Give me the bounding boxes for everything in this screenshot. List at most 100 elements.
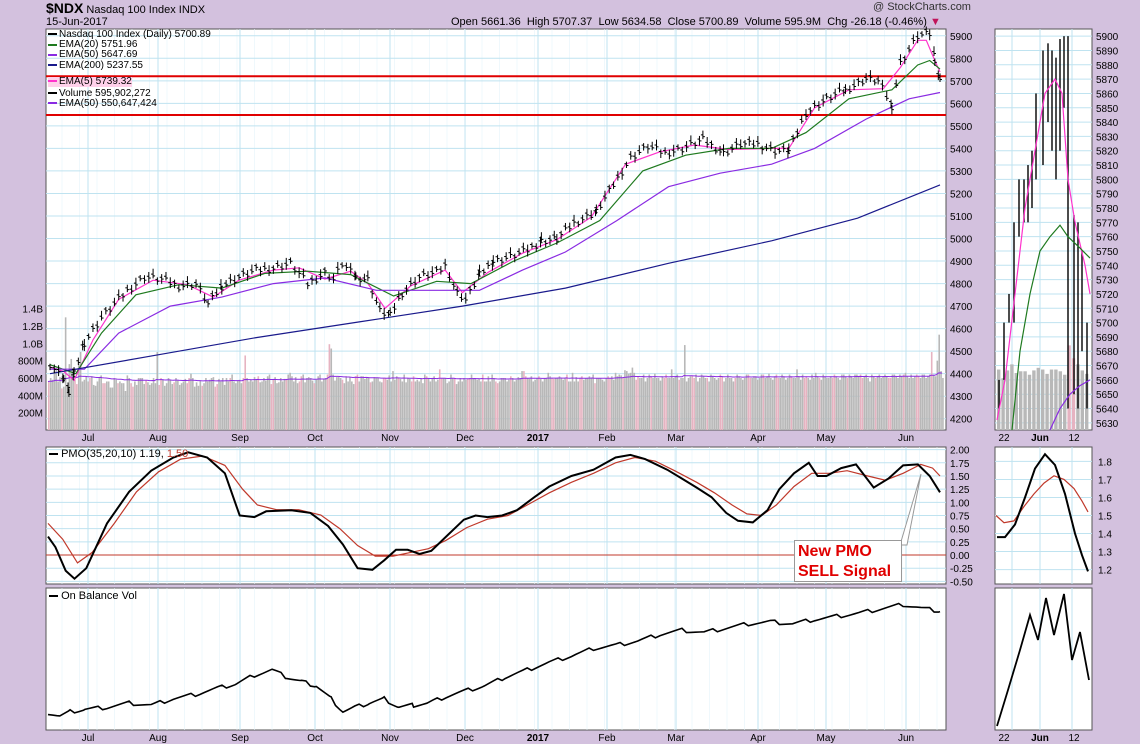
volume-bar <box>352 384 355 430</box>
volume-bar <box>489 381 492 430</box>
volume-bar <box>91 376 93 430</box>
volume-bar <box>264 380 267 430</box>
volume-bar <box>326 374 329 430</box>
zoom-y-tick-label: 5670 <box>1096 362 1119 373</box>
volume-bar <box>927 376 929 430</box>
volume-bar <box>669 378 671 430</box>
volume-bar <box>94 385 97 430</box>
series-line-ema200 <box>49 184 941 375</box>
volume-bar <box>184 378 187 430</box>
zoom-pmo-y-tick-label: 1.8 <box>1098 457 1112 468</box>
volume-bar <box>614 372 617 430</box>
y-tick-label: 5700 <box>950 77 973 88</box>
volume-bar <box>541 381 544 430</box>
volume-y-tick-label: 1.0B <box>22 339 43 350</box>
volume-bar <box>96 381 99 430</box>
volume-bar <box>626 371 628 430</box>
volume-bar <box>59 377 61 430</box>
volume-bar <box>171 384 174 430</box>
volume-bar <box>607 376 609 430</box>
volume-bar <box>655 378 658 430</box>
pmo-sell-annotation: New PMO SELL Signal <box>794 540 902 582</box>
volume-bar <box>246 378 248 430</box>
x-tick-label: Aug <box>149 733 167 744</box>
obv-legend-swatch <box>49 595 58 598</box>
volume-bar <box>801 374 804 430</box>
volume-bar <box>446 383 449 430</box>
volume-bar <box>476 379 478 430</box>
volume-bar <box>480 381 482 430</box>
volume-bar <box>192 378 194 430</box>
volume-bar <box>582 379 585 430</box>
volume-bar <box>274 377 276 430</box>
volume-bar <box>132 386 134 430</box>
volume-bar <box>453 378 456 430</box>
volume-bar <box>719 374 722 430</box>
volume-bar <box>85 376 88 430</box>
volume-bar <box>483 381 486 430</box>
volume-bar <box>81 381 84 430</box>
series-line-pmo <box>47 451 941 581</box>
volume-bar <box>474 378 477 430</box>
volume-bar <box>117 383 119 430</box>
volume-bar <box>502 378 505 430</box>
zoom-y-tick-label: 5830 <box>1096 132 1119 143</box>
zoom-x-tick-label: Jun <box>1031 733 1049 744</box>
zoom-y-tick-label: 5720 <box>1096 290 1119 301</box>
ohlc-bar-icon <box>48 33 57 36</box>
volume-bar <box>100 375 102 430</box>
volume-bar <box>337 377 340 430</box>
volume-bar <box>887 378 890 430</box>
volume-bar <box>259 382 261 430</box>
volume-bar <box>822 374 825 430</box>
zoom-series-line-ema20 <box>1011 224 1091 431</box>
volume-bar <box>158 384 160 430</box>
volume-bar <box>884 374 886 430</box>
series-line-obv <box>47 602 941 717</box>
legend-label: EMA(5) 5739.32 <box>59 75 132 87</box>
volume-bar <box>399 378 402 430</box>
zoom-y-tick-label: 5780 <box>1096 204 1119 215</box>
volume-bar <box>229 378 232 430</box>
volume-bar <box>936 360 939 430</box>
volume-bar <box>749 378 752 430</box>
volume-bar <box>216 384 218 430</box>
volume-bar <box>197 385 200 430</box>
volume-bar <box>115 379 117 430</box>
pmo-y-tick-label: 0.50 <box>950 525 970 536</box>
zoom-series-line-obv <box>996 593 1090 727</box>
volume-bar <box>805 376 808 430</box>
volume-bar <box>330 348 333 430</box>
zoom-series-line-ema5 <box>996 77 1091 421</box>
volume-bar <box>257 376 260 430</box>
volume-bar <box>62 386 65 430</box>
volume-bar <box>255 379 258 430</box>
volume-bar <box>506 381 508 430</box>
volume-bar <box>586 378 589 430</box>
volume-bar <box>77 364 80 430</box>
x-tick-label: Nov <box>381 433 399 444</box>
volume-bar <box>283 378 286 430</box>
panel-price <box>45 28 947 431</box>
volume-bar <box>639 378 641 430</box>
volume-bar <box>162 379 164 430</box>
volume-bar <box>244 355 247 430</box>
volume-bar <box>902 374 905 430</box>
y-tick-label: 4300 <box>950 392 973 403</box>
volume-bar <box>281 381 284 430</box>
volume-bar <box>895 376 897 430</box>
volume-bar <box>311 380 314 430</box>
x-tick-label: 2017 <box>527 433 550 444</box>
legend-item: EMA(50) 550,647,424 <box>48 98 211 109</box>
volume-bar <box>876 376 879 430</box>
y-tick-label: 4500 <box>950 347 973 358</box>
volume-bar <box>799 379 802 430</box>
x-tick-label: Oct <box>307 433 323 444</box>
legend-item: EMA(20) 5751.96 <box>48 40 211 50</box>
zoom-x-tick-label: 12 <box>1068 733 1080 744</box>
volume-bar <box>738 376 740 430</box>
volume-bar <box>755 376 757 430</box>
legend-item: Nasdaq 100 Index (Daily) 5700.89 <box>48 29 211 40</box>
volume-bar <box>777 378 780 430</box>
x-tick-label: 2017 <box>527 733 550 744</box>
